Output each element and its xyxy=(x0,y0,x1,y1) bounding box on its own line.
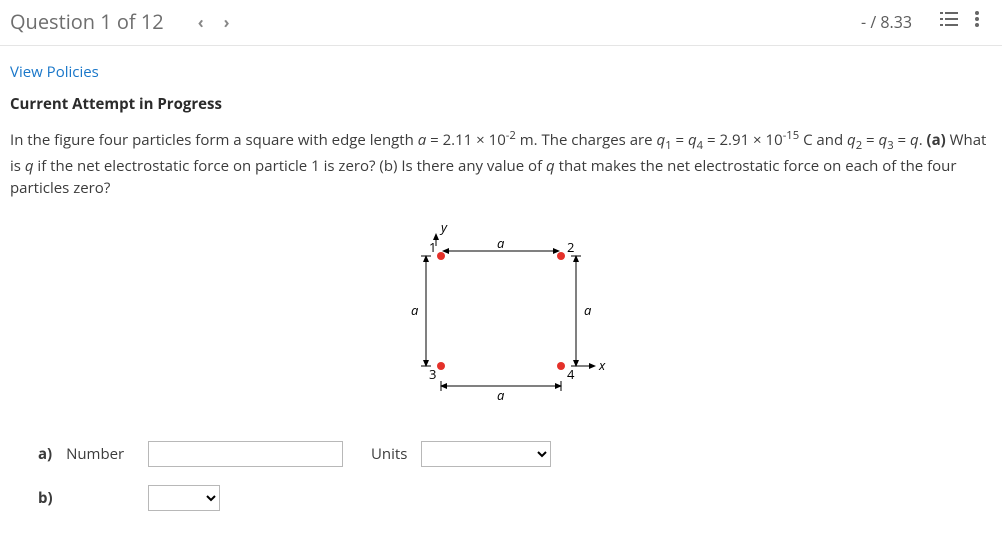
units-label: Units xyxy=(371,444,407,464)
units-select[interactable] xyxy=(421,441,551,467)
part-b-label: b) xyxy=(38,488,53,508)
problem-figure: y a a x a a xyxy=(10,216,992,421)
view-policies-link[interactable]: View Policies xyxy=(10,62,99,82)
score-display: - / 8.33 xyxy=(861,11,912,33)
part-a-label: a) xyxy=(38,444,52,464)
dim-a-right: a xyxy=(584,301,592,319)
particle-4 xyxy=(557,362,565,370)
particle-1 xyxy=(437,252,445,260)
particle-4-label: 4 xyxy=(567,365,575,383)
particle-3-label: 3 xyxy=(429,365,436,383)
prev-question-button[interactable]: ‹ xyxy=(188,11,214,33)
part-b-select[interactable] xyxy=(148,485,220,511)
more-options-icon[interactable] xyxy=(966,10,988,34)
dim-a-top: a xyxy=(497,234,505,252)
next-question-button[interactable]: › xyxy=(214,11,240,33)
particle-2-label: 2 xyxy=(567,238,574,256)
particle-1-label: 1 xyxy=(429,238,436,256)
axis-x-label: x xyxy=(598,356,606,374)
particle-2 xyxy=(557,252,565,260)
answer-row-b: b) xyxy=(38,485,992,511)
question-title: Question 1 of 12 xyxy=(10,8,164,35)
number-label: Number xyxy=(66,444,124,464)
problem-text: In the figure four particles form a squa… xyxy=(10,128,992,200)
particle-3 xyxy=(437,362,445,370)
dim-a-bottom: a xyxy=(497,386,505,404)
answer-row-a: a) Number Units xyxy=(38,441,992,467)
dim-a-left: a xyxy=(411,301,419,319)
question-list-icon[interactable] xyxy=(932,10,966,34)
axis-y-label: y xyxy=(439,218,448,236)
number-input[interactable] xyxy=(148,441,343,467)
attempt-status: Current Attempt in Progress xyxy=(10,94,992,114)
